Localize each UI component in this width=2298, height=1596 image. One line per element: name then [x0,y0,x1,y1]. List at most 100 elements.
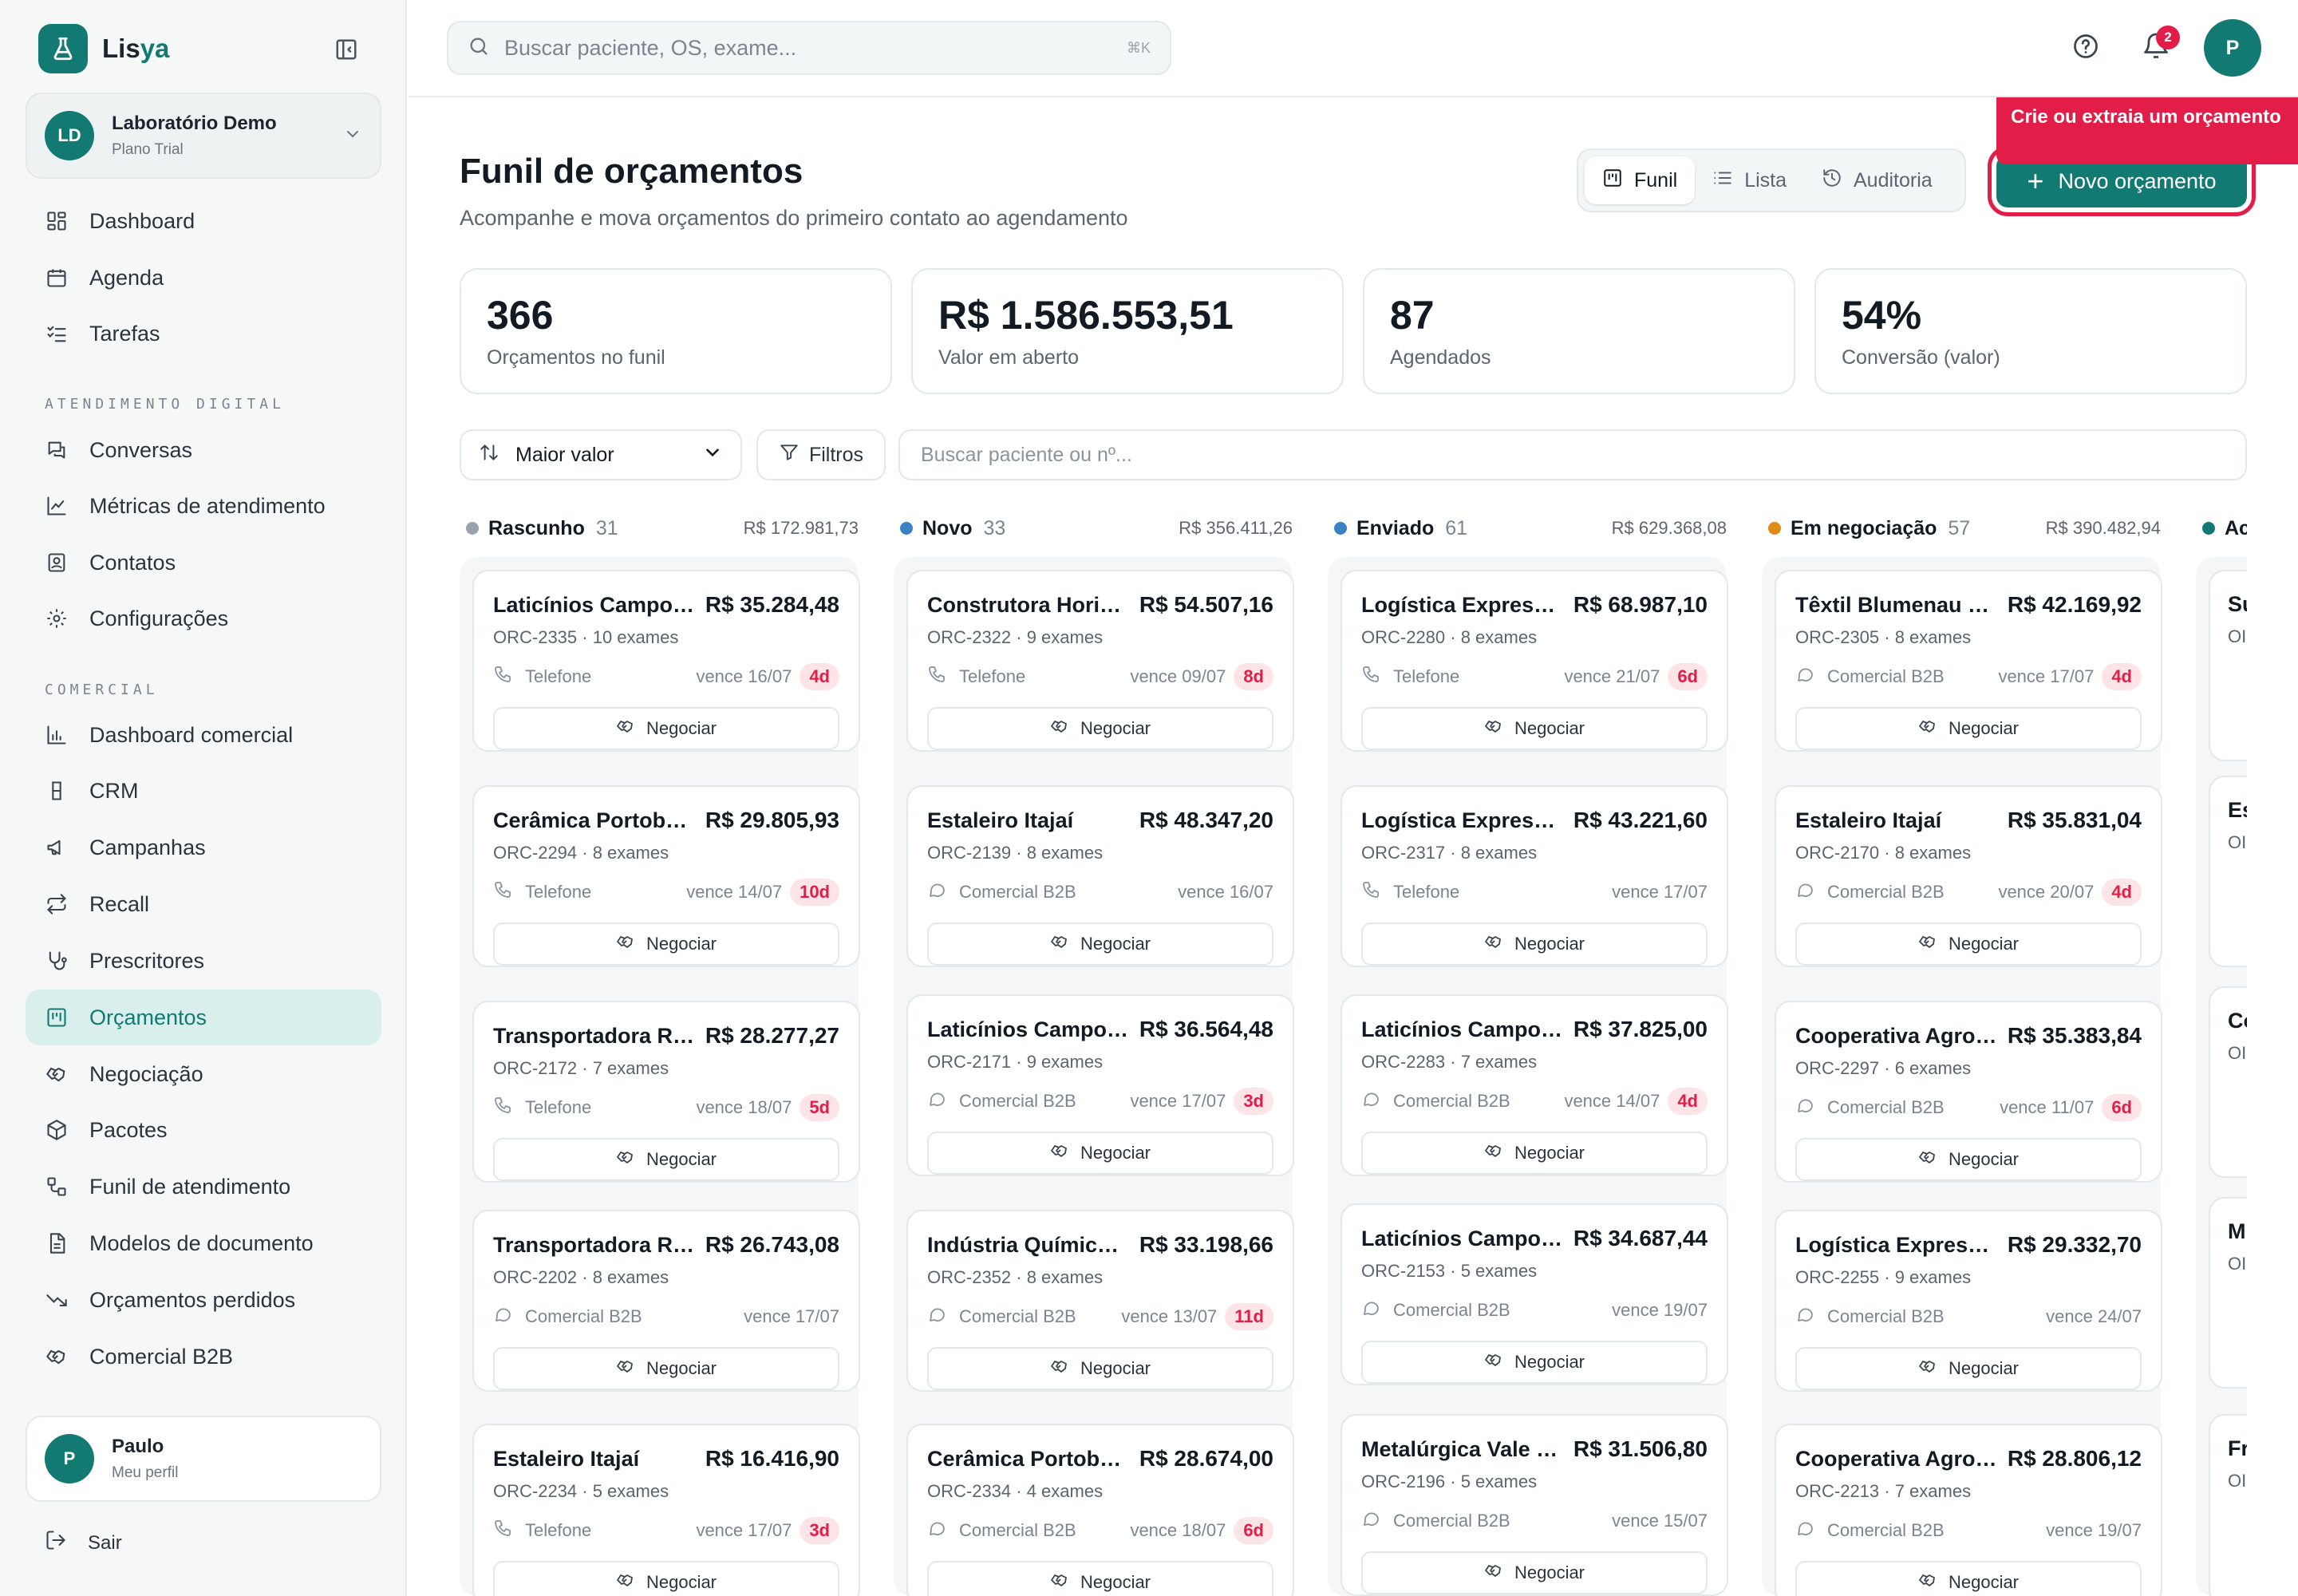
negotiate-button[interactable]: Negociar [1361,1551,1708,1594]
tab-lista[interactable]: Lista [1695,156,1804,204]
client-name: Fr [2228,1436,2247,1460]
sidebar-item-conversas[interactable]: Conversas [26,422,381,478]
negotiate-button[interactable]: Negociar [493,1561,839,1596]
negotiate-button[interactable]: Negociar [1795,1138,2142,1181]
quote-card[interactable]: Su OI [2209,570,2247,761]
negotiate-button[interactable]: Negociar [927,707,1273,750]
board-search-input[interactable]: Buscar paciente ou nº... [898,429,2247,480]
tab-funil[interactable]: Funil [1585,156,1696,204]
client-name: Estaleiro Itajaí [927,808,1074,832]
negotiate-button[interactable]: Negociar [1795,707,2142,750]
quote-card[interactable]: Fr OI [2209,1414,2247,1596]
tab-auditoria[interactable]: Auditoria [1804,156,1950,204]
status-dot [2202,522,2215,535]
chat-bubble-icon [493,1305,512,1329]
quote-card[interactable]: Estaleiro Itajaí R$ 16.416,90 ORC-2234 · 5… [472,1424,860,1596]
search-input[interactable]: Buscar paciente, OS, exame... [504,35,797,60]
quote-card[interactable]: Metalúrgica Vale do AçoR$ 31.506,80 ORC-2… [1340,1414,1728,1596]
negotiate-button[interactable]: Negociar [1795,1561,2142,1596]
negotiate-button[interactable]: Negociar [927,1347,1273,1390]
collapse-sidebar-icon[interactable] [330,35,362,64]
sidebar-item-metricas[interactable]: Métricas de atendimento [26,478,381,534]
negotiate-button[interactable]: Negociar [493,707,839,750]
quote-card[interactable]: Cooperativa AgroindustrialR$ 28.806,12 OR… [1775,1424,2162,1596]
quote-card[interactable]: Indústria Química Sul R$ 33.198,66 ORC-235… [906,1210,1294,1392]
contact-icon [45,551,69,575]
filters-button[interactable]: Filtros [756,429,886,480]
quote-card[interactable]: Cerâmica Portobelo R$ 28.674,00 ORC-2334 ·… [906,1424,1294,1596]
quote-card[interactable]: Es OI [2209,776,2247,967]
negotiate-button[interactable]: Negociar [1361,1132,1708,1175]
quote-card[interactable]: Transportadora RápidaR$ 28.277,27 ORC-217… [472,1001,860,1183]
quote-card[interactable]: Laticínios Campo VerdeR$ 35.284,48 ORC-23… [472,570,860,752]
column-header: Rascunho 31 R$ 172.981,73 [466,512,865,544]
quote-card[interactable]: Têxtil Blumenau S.A. R$ 42.169,92 ORC-2305… [1775,570,2162,752]
sidebar-item-comercial-b2b[interactable]: Comercial B2B [26,1329,381,1385]
negotiate-button[interactable]: Negociar [493,1347,839,1390]
negotiate-button[interactable]: Negociar [1795,922,2142,966]
sidebar-item-funil-atendimento[interactable]: Funil de atendimento [26,1159,381,1215]
calendar-icon [45,266,69,290]
sidebar-item-recall[interactable]: Recall [26,876,381,932]
quote-card[interactable]: M OI [2209,1197,2247,1389]
help-icon[interactable] [2071,32,2103,64]
user-avatar[interactable]: P [2204,19,2261,77]
negotiate-button[interactable]: Negociar [1361,1341,1708,1384]
quote-card[interactable]: Cerâmica Portobelo R$ 29.805,93 ORC-2294 ·… [472,785,860,967]
negotiate-button[interactable]: Negociar [1361,922,1708,966]
sidebar-item-orcamentos[interactable]: Orçamentos [26,990,381,1045]
negotiate-button[interactable]: Negociar [1361,707,1708,750]
card-info-row: Comercial B2B vence 17/07 [493,1302,839,1331]
client-name: Cooperativa Agroindustrial [1795,1023,2008,1048]
quote-card[interactable]: Estaleiro Itajaí R$ 35.831,04 ORC-2170 · 8… [1775,785,2162,967]
negotiate-button[interactable]: Negociar [493,922,839,966]
sort-select[interactable]: Maior valor [460,429,742,480]
chat-bubble-icon [1795,1519,1814,1543]
sidebar-item-crm[interactable]: CRM [26,763,381,819]
org-switcher[interactable]: LD Laboratório Demo Plano Trial [26,93,381,179]
quote-card[interactable]: Cooperativa AgroindustrialR$ 35.383,84 OR… [1775,1001,2162,1183]
sidebar-item-prescritores[interactable]: Prescritores [26,933,381,989]
channel-label: Comercial B2B [1827,1306,1945,1326]
negotiate-button[interactable]: Negociar [927,922,1273,966]
sidebar-item-dashboard[interactable]: Dashboard [26,193,381,249]
profile-card[interactable]: P Paulo Meu perfil [26,1416,381,1502]
quote-card[interactable]: Construtora Horizonte R$ 54.507,16 ORC-232… [906,570,1294,752]
sidebar-item-pacotes[interactable]: Pacotes [26,1102,381,1158]
quote-card[interactable]: Estaleiro Itajaí R$ 48.347,20 ORC-2139 · 8… [906,785,1294,967]
sidebar-item-agenda[interactable]: Agenda [26,250,381,306]
sidebar-item-negociacao[interactable]: Negociação [26,1046,381,1102]
quote-card[interactable]: Laticínios Campo VerdeR$ 36.564,48 ORC-21… [906,994,1294,1176]
sidebar-item-tarefas[interactable]: Tarefas [26,306,381,361]
quote-code: ORC-2139 · 8 exames [927,843,1104,863]
global-search[interactable]: Buscar paciente, OS, exame... ⌘K [447,21,1171,75]
negotiate-button[interactable]: Negociar [493,1138,839,1181]
negotiate-button[interactable]: Negociar [927,1132,1273,1175]
due-date: vence 16/07 [1178,882,1273,902]
due-date: vence 13/07 [1121,1306,1218,1326]
column-total: R$ 172.981,73 [743,518,859,538]
quote-card[interactable]: Laticínios Campo VerdeR$ 37.825,00 ORC-22… [1340,994,1728,1176]
sidebar-item-orcamentos-perdidos[interactable]: Orçamentos perdidos [26,1272,381,1328]
sidebar-item-dashboard-comercial[interactable]: Dashboard comercial [26,707,381,763]
negotiate-button[interactable]: Negociar [1795,1347,2142,1390]
sidebar-item-modelos-documento[interactable]: Modelos de documento [26,1215,381,1271]
card-info-row: Comercial B2B vence 24/07 [1795,1302,2142,1331]
org-avatar: LD [45,111,94,160]
quote-card[interactable]: Transportadora RápidaR$ 26.743,08 ORC-220… [472,1210,860,1392]
sort-icon [479,442,499,468]
quote-code: ORC-2280 · 8 exames [1361,627,1538,647]
quote-card[interactable]: Co OI [2209,986,2247,1178]
negotiate-button[interactable]: Negociar [927,1561,1273,1596]
column-count: 57 [1948,516,1971,539]
brand[interactable]: Lisya [38,24,169,73]
handshake-icon [1484,1561,1503,1585]
sidebar-item-configuracoes[interactable]: Configurações [26,591,381,646]
sidebar-item-campanhas[interactable]: Campanhas [26,820,381,875]
sidebar-item-contatos[interactable]: Contatos [26,535,381,591]
logout-button[interactable]: Sair [45,1529,122,1557]
quote-card[interactable]: Laticínios Campo VerdeR$ 34.687,44 ORC-21… [1340,1203,1728,1385]
